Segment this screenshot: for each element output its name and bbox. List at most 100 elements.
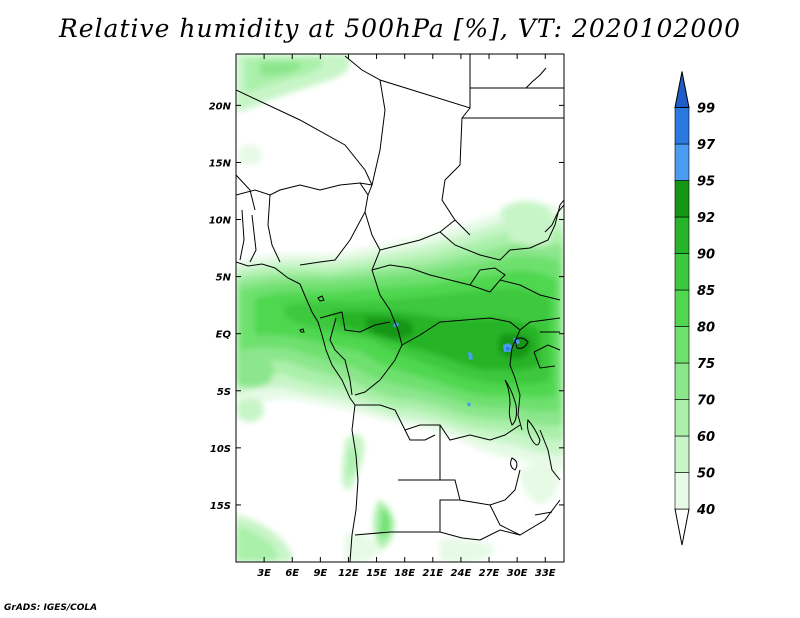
border-line bbox=[519, 317, 561, 331]
colorbar: 40 50 60 70 75 80 85 90 92 95 97 99 bbox=[674, 71, 716, 546]
lon-tick-label: 21E bbox=[422, 568, 443, 579]
colorbar-label: 90 bbox=[697, 248, 715, 263]
lon-tick-label: 24E bbox=[451, 568, 472, 579]
colorbar-label: 85 bbox=[697, 284, 715, 299]
colorbar-segment bbox=[674, 435, 690, 473]
lat-tick-label: 5N bbox=[216, 273, 232, 284]
colorbar-segment bbox=[674, 289, 690, 327]
coastline bbox=[544, 204, 564, 233]
humidity-area bbox=[236, 357, 274, 388]
humidity-area bbox=[498, 334, 532, 359]
grads-credit: GrADS: IGES/COLA bbox=[4, 603, 98, 613]
lake-outline bbox=[514, 337, 529, 349]
lon-tick-label: 30E bbox=[507, 568, 528, 579]
border-line bbox=[401, 317, 521, 346]
lat-tick-label: EQ bbox=[216, 330, 232, 341]
colorbar-label: 97 bbox=[697, 138, 716, 153]
border-line bbox=[379, 219, 456, 251]
latitude-axis: 20N 15N 10N 5N EQ 5S 10S 15S bbox=[209, 101, 564, 512]
humidity-area bbox=[236, 525, 277, 562]
colorbar-label: 92 bbox=[697, 211, 715, 226]
border-line bbox=[489, 279, 561, 301]
border-line bbox=[344, 55, 386, 196]
lon-tick-label: 33E bbox=[535, 568, 556, 579]
colorbar-segment bbox=[674, 143, 690, 181]
border-line bbox=[439, 199, 564, 261]
border-line bbox=[509, 329, 523, 431]
country-borders bbox=[236, 54, 564, 562]
border-line bbox=[441, 107, 471, 236]
lake-outline bbox=[504, 379, 517, 426]
colorbar-segment bbox=[674, 107, 690, 145]
border-line bbox=[267, 194, 281, 263]
colorbar-segment bbox=[674, 253, 690, 291]
coastline bbox=[525, 67, 547, 89]
border-line bbox=[533, 351, 556, 369]
border-line bbox=[354, 309, 403, 396]
border-line bbox=[533, 344, 561, 353]
lat-tick-label: 15N bbox=[209, 158, 232, 169]
humidity-area bbox=[236, 398, 264, 422]
humidity-area bbox=[365, 317, 414, 339]
lat-tick-label: 15S bbox=[210, 501, 231, 512]
border-line bbox=[249, 214, 257, 263]
lon-tick-label: 12E bbox=[338, 568, 359, 579]
coastline bbox=[317, 295, 325, 302]
humidity-area bbox=[440, 538, 495, 562]
colorbar-arrow-bottom bbox=[674, 508, 690, 546]
lon-tick-label: 15E bbox=[366, 568, 387, 579]
lake-outline bbox=[534, 511, 553, 516]
border-line bbox=[469, 267, 506, 286]
lat-tick-label: 5S bbox=[217, 387, 231, 398]
lake-outline bbox=[527, 418, 541, 446]
colorbar-segment bbox=[674, 472, 690, 510]
colorbar-label: 80 bbox=[697, 321, 715, 336]
lon-tick-label: 3E bbox=[257, 568, 271, 579]
border-line bbox=[236, 174, 256, 211]
lat-tick-label: 20N bbox=[209, 101, 232, 112]
colorbar-segment bbox=[674, 326, 690, 364]
longitude-axis: 3E 6E 9E 12E 15E 18E 21E 24E 27E 30E 33E bbox=[257, 54, 556, 579]
lake-outline bbox=[510, 457, 518, 471]
border-line bbox=[319, 311, 343, 319]
humidity-area bbox=[238, 145, 262, 165]
lon-tick-label: 18E bbox=[394, 568, 415, 579]
colorbar-label: 50 bbox=[697, 467, 715, 482]
coastline bbox=[236, 261, 301, 285]
colorbar-label: 60 bbox=[697, 430, 715, 445]
colorbar-label: 95 bbox=[697, 175, 715, 190]
colorbar-label: 70 bbox=[697, 394, 715, 409]
humidity-field bbox=[236, 54, 564, 562]
colorbar-label: 40 bbox=[696, 503, 715, 518]
colorbar-segment bbox=[674, 216, 690, 254]
border-line bbox=[404, 429, 436, 441]
border-line bbox=[379, 54, 471, 109]
humidity-area bbox=[345, 533, 380, 562]
colorbar-arrow-top bbox=[674, 71, 690, 108]
humidity-area bbox=[260, 62, 301, 76]
colorbar-segment bbox=[674, 362, 690, 400]
lon-tick-label: 27E bbox=[479, 568, 500, 579]
border-line bbox=[479, 529, 521, 541]
border-line bbox=[341, 311, 391, 333]
border-line bbox=[239, 209, 245, 261]
colorbar-segment bbox=[674, 180, 690, 218]
humidity-area bbox=[500, 201, 554, 247]
lon-tick-label: 9E bbox=[313, 568, 327, 579]
coastline bbox=[299, 283, 356, 406]
coastline bbox=[299, 328, 305, 333]
lat-tick-label: 10S bbox=[210, 444, 231, 455]
map-title: Relative humidity at 500hPa [%], VT: 202… bbox=[58, 14, 742, 43]
humidity-area bbox=[506, 347, 510, 351]
humidity-area bbox=[520, 466, 560, 505]
humidity-area bbox=[467, 402, 471, 407]
border-line bbox=[439, 499, 460, 532]
border-line bbox=[439, 425, 521, 506]
border-line bbox=[364, 211, 391, 311]
coastline bbox=[349, 404, 359, 562]
border-line bbox=[236, 182, 373, 196]
humidity-area bbox=[347, 448, 358, 478]
border-line bbox=[299, 182, 369, 266]
colorbar-segment bbox=[674, 399, 690, 437]
